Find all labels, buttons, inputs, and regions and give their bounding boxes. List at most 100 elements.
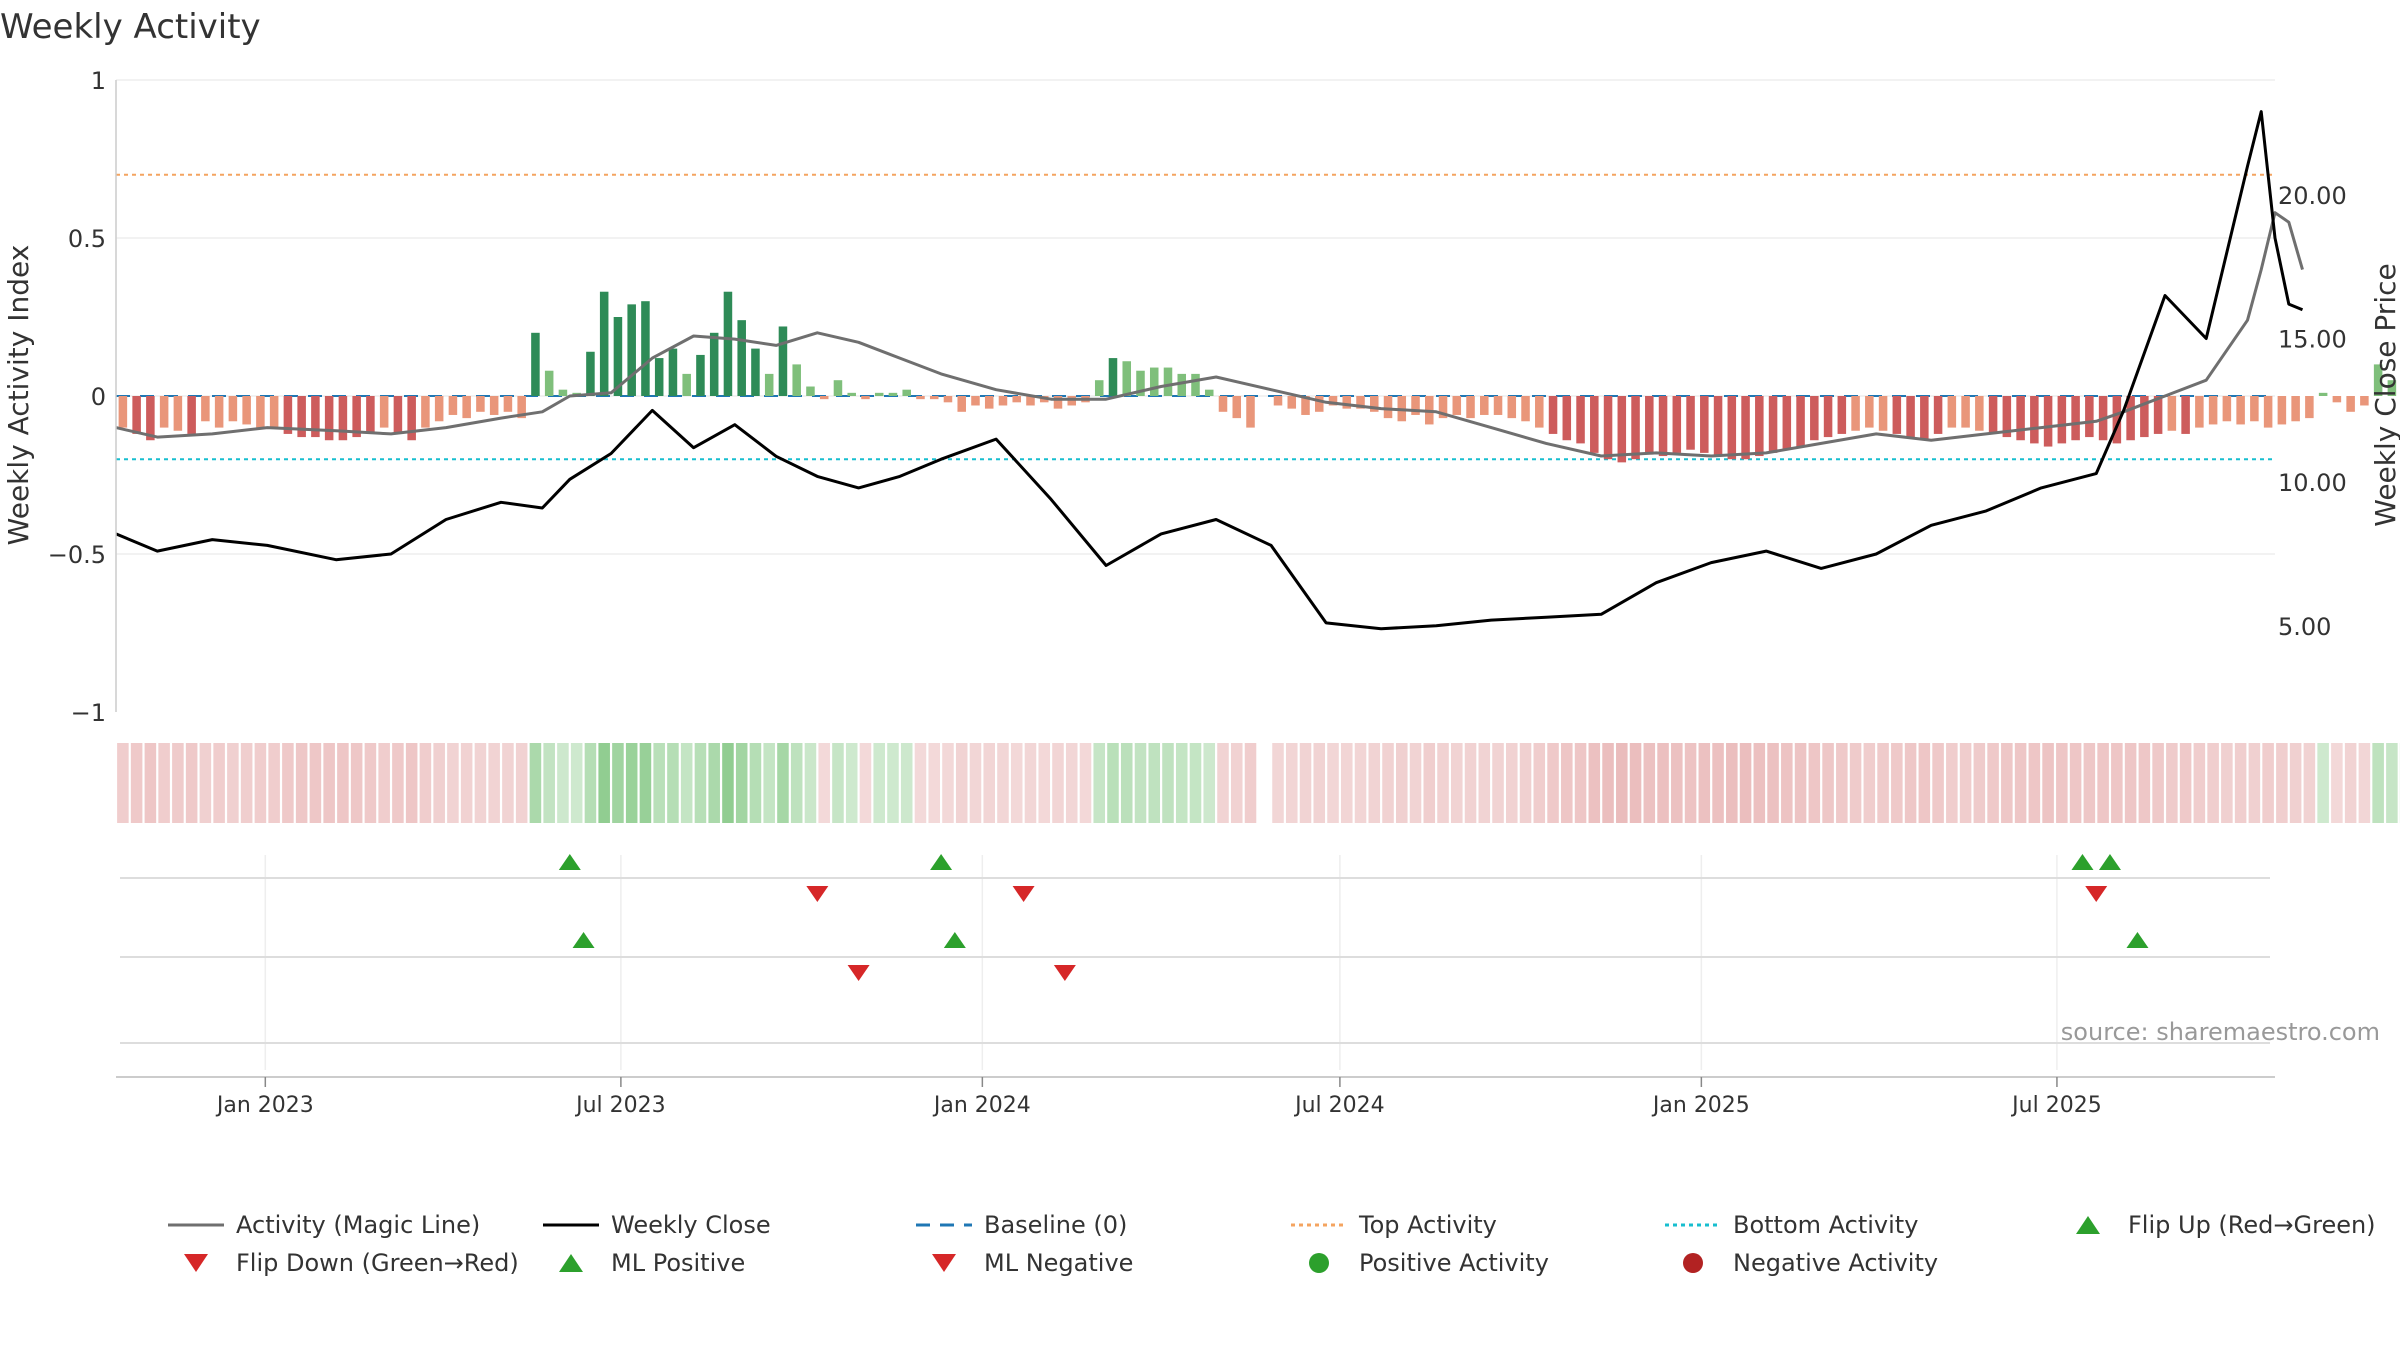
- heatmap-cell: [543, 743, 555, 823]
- activity-bar: [1383, 396, 1393, 419]
- activity-bar: [476, 396, 485, 412]
- heatmap-cell: [2097, 743, 2109, 823]
- heatmap-cell: [295, 743, 308, 823]
- activity-heatmap: [117, 743, 2400, 823]
- activity-bar: [1947, 396, 1957, 428]
- heatmap-cell: [1079, 743, 1092, 823]
- activity-bar: [1149, 367, 1159, 396]
- activity-bar: [1191, 373, 1200, 396]
- activity-bar: [159, 396, 169, 428]
- heatmap-cell: [2138, 743, 2151, 823]
- heatmap-cell: [1946, 743, 1958, 823]
- activity-bar: [489, 396, 499, 415]
- activity-bar: [187, 396, 196, 434]
- heatmap-cell: [1808, 743, 1821, 823]
- heatmap-cell: [1767, 743, 1779, 823]
- activity-bar: [1370, 396, 1379, 412]
- heatmap-cell: [392, 743, 404, 823]
- heatmap-cell: [584, 743, 597, 823]
- heatmap-cell: [680, 743, 693, 823]
- heatmap-cell: [117, 743, 129, 823]
- heatmap-cell: [1918, 743, 1931, 823]
- heatmap-cell: [2289, 743, 2302, 823]
- activity-bar: [668, 348, 678, 396]
- activity-bar: [833, 380, 843, 396]
- legend-swatch: [1683, 1253, 1703, 1273]
- activity-bar: [2250, 396, 2259, 422]
- heatmap-cell: [1065, 743, 1078, 823]
- activity-bar: [599, 291, 609, 396]
- heatmap-cell: [1134, 743, 1147, 823]
- activity-bar: [1892, 396, 1902, 434]
- heatmap-cell: [1423, 743, 1436, 823]
- heatmap-cell: [708, 743, 720, 823]
- heatmap-cell: [1148, 743, 1161, 823]
- heatmap-cell: [598, 743, 610, 823]
- activity-bar: [2002, 396, 2012, 438]
- heatmap-cell: [804, 743, 817, 823]
- heatmap-cell: [378, 743, 390, 823]
- heatmap-cell: [1643, 743, 1656, 823]
- heatmap-cell: [2111, 743, 2123, 823]
- legend-swatch: [184, 1254, 208, 1272]
- heatmap-cell: [2193, 743, 2206, 823]
- heatmap-cell: [749, 743, 762, 823]
- ml-positive-marker: [943, 932, 966, 948]
- activity-bar: [2291, 396, 2300, 422]
- y-left-tick-label: 0: [91, 383, 106, 411]
- activity-bar: [1356, 396, 1365, 409]
- gridlines: [116, 79, 2275, 1070]
- heatmap-cell: [639, 743, 652, 823]
- activity-bar: [1933, 396, 1943, 434]
- y-left-tick-label: 0.5: [68, 225, 106, 253]
- heatmap-cell: [887, 743, 899, 823]
- activity-bar: [1507, 396, 1517, 419]
- heatmap-cell: [1368, 743, 1381, 823]
- heatmap-cell: [2179, 743, 2192, 823]
- heatmap-cell: [1822, 743, 1834, 823]
- activity-bar: [1878, 396, 1888, 431]
- activity-bar: [1411, 396, 1420, 415]
- heatmap-cell: [1781, 743, 1793, 823]
- heatmap-cell: [1203, 743, 1216, 823]
- heatmap-cell: [185, 743, 198, 823]
- activity-bar: [2360, 396, 2369, 406]
- heatmap-cell: [240, 743, 253, 823]
- y-left-tick-label: −1: [71, 699, 106, 727]
- y-axis-left-label: Weekly Activity Index: [2, 245, 35, 546]
- heatmap-cell: [130, 743, 143, 823]
- source-credit: source: sharemaestro.com: [2061, 1018, 2380, 1046]
- heatmap-cell: [653, 743, 665, 823]
- heatmap-cell: [323, 743, 335, 823]
- flip-down-marker: [2085, 886, 2108, 902]
- activity-bar: [2305, 396, 2314, 419]
- heatmap-cell: [1698, 743, 1711, 823]
- y-right-tick-label: 20.00: [2278, 182, 2347, 210]
- heatmap-cell: [2056, 743, 2068, 823]
- legend-label: Weekly Close: [611, 1211, 771, 1239]
- activity-bar: [723, 291, 733, 396]
- heatmap-cell: [1244, 743, 1257, 823]
- activity-bar: [1315, 396, 1324, 412]
- heatmap-cell: [983, 743, 996, 823]
- heatmap-cell: [447, 743, 459, 823]
- activity-bar: [1204, 389, 1214, 396]
- heatmap-cell: [405, 743, 418, 823]
- activity-bar: [1796, 396, 1805, 447]
- heatmap-cell: [460, 743, 473, 823]
- activity-bar: [998, 396, 1008, 406]
- activity-bar: [2112, 396, 2122, 444]
- heatmap-cell: [1959, 743, 1972, 823]
- activity-bar: [2140, 396, 2149, 438]
- flip-down-marker: [806, 886, 829, 902]
- activity-bar: [1452, 396, 1462, 415]
- heatmap-cell: [1574, 743, 1587, 823]
- heatmap-cell: [942, 743, 954, 823]
- activity-bar: [1246, 396, 1255, 428]
- heatmap-cell: [2001, 743, 2013, 823]
- activity-bar: [311, 396, 320, 438]
- heatmap-cell: [1629, 743, 1642, 823]
- activity-bar: [1328, 396, 1338, 406]
- activity-bar: [228, 396, 238, 422]
- activity-bar: [1658, 396, 1668, 457]
